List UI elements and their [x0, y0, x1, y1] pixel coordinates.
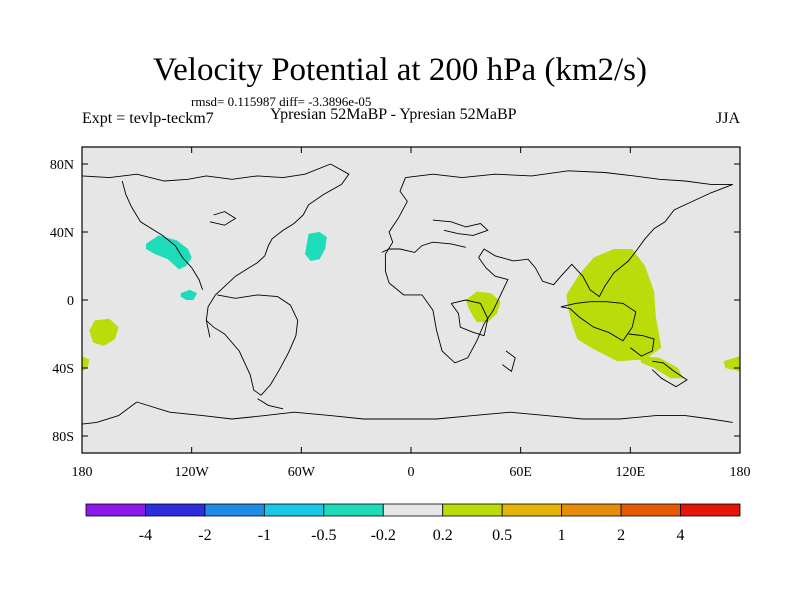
colorbar-swatch	[680, 503, 741, 517]
y-tick-label: 80S	[52, 430, 74, 445]
colorbar-swatch	[263, 503, 325, 517]
coastline-10	[628, 333, 655, 357]
x-tick-label: 60E	[509, 465, 532, 480]
coastline-2	[205, 255, 266, 338]
y-axis: 80N 40N 0 40S 80S	[50, 158, 740, 445]
y-tick-label: 0	[67, 294, 74, 309]
x-tick-label: 120E	[616, 465, 646, 480]
colorbar-label: 4	[677, 527, 685, 544]
colorbar-label: 0.2	[433, 527, 453, 544]
colorbar-label: 1	[558, 527, 566, 544]
x-tick-label: 120W	[175, 465, 210, 480]
y-tick-label: 40S	[52, 362, 74, 377]
season-label: JJA	[716, 110, 741, 127]
colorbar-label: -1	[258, 527, 271, 544]
coastline-13	[136, 401, 733, 423]
colorbar-label: 0.5	[492, 527, 512, 544]
colorbar-label: -0.5	[311, 527, 336, 544]
region-north-pacific-negative	[146, 235, 192, 270]
colorbar-swatch	[85, 503, 146, 517]
colorbar: -4 -2 -1 -0.5 -0.2 0.2 0.5 1 2 4	[85, 503, 741, 544]
coastline-8	[450, 299, 489, 337]
y-tick-label: 40N	[50, 226, 74, 241]
x-tick-label: 180	[72, 465, 93, 480]
x-axis: 180 120W 60W 0 60E 120E 180	[72, 147, 751, 480]
colorbar-swatch	[620, 503, 681, 517]
coastline-16	[209, 211, 237, 226]
coastline-0	[81, 163, 331, 182]
region-africa-positive	[465, 291, 501, 323]
coastline-12	[502, 350, 516, 373]
coastline-18	[432, 219, 489, 236]
x-tick-label: 0	[408, 465, 415, 480]
coastline-6	[384, 177, 509, 364]
coastline-7	[478, 183, 733, 298]
coastline-17	[381, 241, 466, 253]
x-tick-label: 180	[730, 465, 751, 480]
anomaly-regions-layer	[82, 232, 740, 379]
coastline-15	[257, 398, 284, 410]
colorbar-swatch	[145, 503, 206, 517]
x-tick-label: 60W	[288, 465, 316, 480]
colorbar-swatch	[382, 503, 444, 517]
colorbar-swatch	[204, 503, 265, 517]
colorbar-swatch	[323, 503, 384, 517]
colorbar-label: -4	[139, 527, 152, 544]
coastline-1	[264, 163, 350, 256]
colorbar-label: -2	[198, 527, 211, 544]
region-south-pacific-positive	[89, 318, 119, 346]
colorbar-label: -0.2	[371, 527, 396, 544]
coastline-5	[405, 170, 733, 185]
colorbar-label: 2	[617, 527, 625, 544]
region-australia-positive	[639, 356, 684, 379]
region-north-atlantic-negative	[305, 232, 327, 261]
coastlines-layer	[81, 163, 733, 425]
coastline-4	[205, 294, 299, 396]
coastline-11	[651, 360, 688, 388]
coastline-3	[121, 180, 204, 290]
region-indian-ocean-positive	[566, 249, 662, 362]
coastline-9	[560, 301, 637, 342]
y-tick-label: 80N	[50, 158, 74, 173]
comparison-subtitle: Ypresian 52MaBP - Ypresian 52MaBP	[270, 106, 517, 123]
colorbar-swatch	[442, 503, 503, 517]
figure-title: Velocity Potential at 200 hPa (km2/s)	[152, 52, 648, 88]
rmsd-diff-stats: rmsd= 0.115987 diff= -3.3896e-05	[191, 94, 372, 109]
colorbar-swatch	[501, 503, 563, 517]
region-central-america-negative	[180, 289, 198, 300]
coastline-14	[81, 401, 138, 425]
colorbar-swatch	[561, 503, 622, 517]
experiment-label: Expt = tevlp-teckm7	[82, 110, 214, 127]
